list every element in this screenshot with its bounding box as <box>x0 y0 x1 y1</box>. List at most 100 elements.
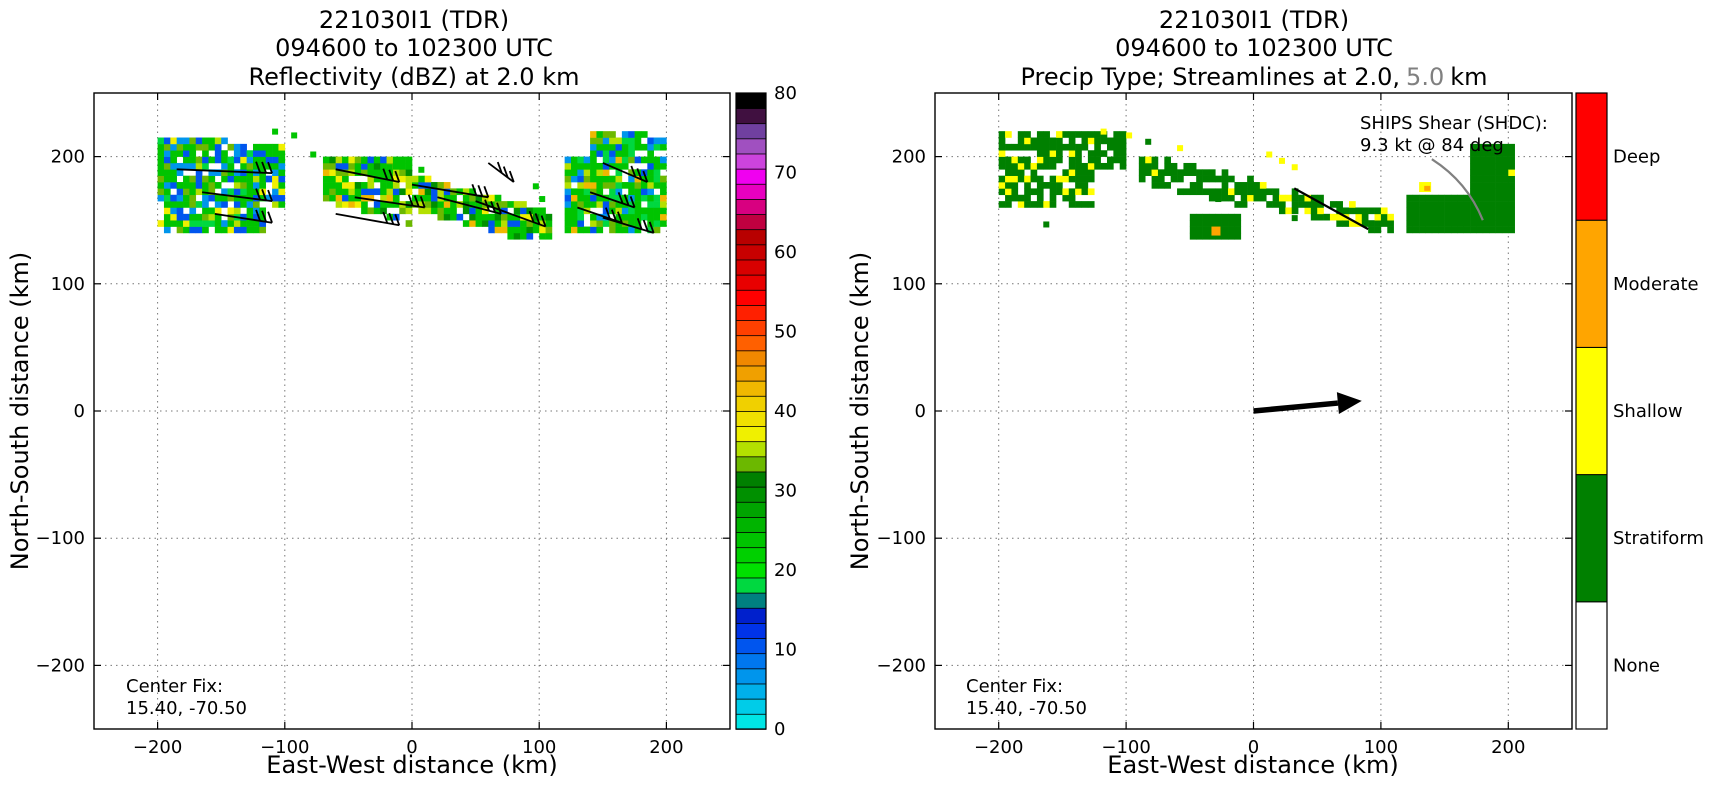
reflectivity-pixel <box>246 156 254 164</box>
reflectivity-pixel <box>609 194 616 202</box>
reflectivity-pixel <box>386 201 394 208</box>
reflectivity-pixel <box>634 131 642 138</box>
precip-type-pixel <box>1068 169 1076 176</box>
precip-type-pixel <box>1240 188 1248 196</box>
precip-type-pixel <box>1482 169 1490 176</box>
precip-type-pixel <box>1482 188 1490 196</box>
reflectivity-pixel <box>380 207 387 215</box>
precip-type-pixel <box>1170 162 1178 170</box>
reflectivity-pixel <box>183 194 190 202</box>
precip-type-pixel <box>1049 194 1057 202</box>
reflectivity-pixel <box>189 207 197 215</box>
precip-type-pixel <box>1476 175 1484 183</box>
reflectivity-pixel <box>634 143 642 151</box>
reflectivity-pixel <box>437 201 445 208</box>
reflectivity-pixel <box>214 156 222 164</box>
precip-type-pixel <box>1444 207 1452 215</box>
reflectivity-pixel <box>265 175 273 183</box>
precip-type-pixel <box>1011 175 1019 183</box>
precip-type-pixel <box>1062 175 1070 183</box>
precip-type-pixel <box>1323 213 1331 221</box>
precip-type-pixel <box>1202 169 1210 176</box>
right-y-tick-label: 200 <box>892 147 926 168</box>
precip-type-pixel <box>1017 201 1025 208</box>
precip-type-pixel <box>1036 162 1044 170</box>
precip-type-pixel <box>1406 194 1414 202</box>
precip-type-pixel <box>1221 232 1229 240</box>
precip-type-pixel <box>1508 143 1515 151</box>
reflectivity-pixel <box>609 201 616 208</box>
precip-type-pixel <box>1202 188 1210 196</box>
precip-type-pixel <box>1450 220 1458 227</box>
reflectivity-pixel <box>195 182 203 189</box>
reflectivity-pixel <box>609 226 616 234</box>
reflectivity-pixel <box>221 156 228 164</box>
reflectivity-pixel <box>590 213 597 221</box>
precip-type-pixel <box>1508 188 1515 196</box>
reflectivity-pixel <box>602 162 610 170</box>
right-x-axis-label: East-West distance (km) <box>1107 751 1398 779</box>
reflectivity-pixel <box>424 182 432 189</box>
precip-type-pixel <box>1157 169 1165 176</box>
reflectivity-pixel <box>335 156 343 164</box>
right-title-line-3-main: Precip Type; Streamlines at 2.0, <box>1021 63 1401 91</box>
reflectivity-pixel <box>272 201 279 208</box>
precip-type-pixel <box>1113 143 1121 151</box>
reflectivity-pixel <box>647 194 654 202</box>
left-title-line-1: 221030I1 (TDR) <box>319 6 509 34</box>
reflectivity-pixel <box>647 188 654 196</box>
reflectivity-pixel <box>596 143 604 151</box>
reflectivity-pixel <box>278 175 286 183</box>
reflectivity-pixel <box>621 137 629 145</box>
wind-barb-flag <box>528 210 535 223</box>
precip-type-pixel <box>1049 188 1057 196</box>
precip-type-pixel <box>1501 156 1509 164</box>
precip-type-pixel <box>1470 201 1477 208</box>
precip-type-pixel <box>998 131 1006 138</box>
precip-type-colorbar-segment <box>1575 219 1608 348</box>
precip-type-pixel <box>1177 169 1184 176</box>
reflectivity-pixel <box>647 143 654 151</box>
precip-type-pixel <box>1508 162 1515 170</box>
reflectivity-pixel <box>208 137 216 145</box>
reflectivity-pixel <box>233 182 241 189</box>
reflectivity-pixel <box>246 207 254 215</box>
reflectivity-pixel <box>596 226 604 234</box>
reflectivity-pixel <box>494 213 502 221</box>
precip-type-pixel <box>1068 162 1076 170</box>
reflectivity-pixel <box>227 220 235 227</box>
reflectivity-pixel <box>507 213 515 221</box>
precip-type-colorbar-segment <box>1575 346 1608 476</box>
precip-type-pixel <box>1081 143 1089 151</box>
reflectivity-pixel <box>596 131 604 138</box>
precip-type-pixel <box>1482 226 1490 234</box>
wind-barb-flag <box>540 215 547 227</box>
wind-barb-flag <box>407 194 414 207</box>
reflectivity-pixel <box>386 182 394 189</box>
reflectivity-pixel <box>392 182 400 189</box>
reflectivity-pixel <box>373 201 381 208</box>
precip-type-pixel <box>1508 182 1515 189</box>
reflectivity-pixel <box>386 156 394 164</box>
precip-type-pixel <box>1221 226 1229 234</box>
precip-type-pixel <box>1406 220 1414 227</box>
reflectivity-pixel <box>602 150 610 157</box>
reflectivity-pixel <box>342 156 349 164</box>
reflectivity-pixel <box>195 169 203 176</box>
reflectivity-pixel <box>431 188 438 196</box>
reflectivity-pixel <box>437 207 445 215</box>
precip-type-pixel <box>1424 185 1431 191</box>
reflectivity-pixel <box>354 188 362 196</box>
wind-barb-flag <box>617 192 624 204</box>
reflectivity-pixel <box>373 207 381 215</box>
reflectivity-pixel <box>335 175 343 183</box>
wind-barb-flag <box>502 166 509 178</box>
precip-type-pixel <box>1036 156 1044 164</box>
precip-type-pixel <box>1470 194 1477 202</box>
precip-type-pixel <box>1482 194 1490 202</box>
precip-type-pixel <box>1043 150 1050 157</box>
left-center-fix-label: Center Fix: <box>126 676 223 697</box>
precip-type-pixel <box>1228 175 1235 183</box>
reflectivity-pixel <box>475 213 483 221</box>
reflectivity-pixel <box>501 226 508 234</box>
